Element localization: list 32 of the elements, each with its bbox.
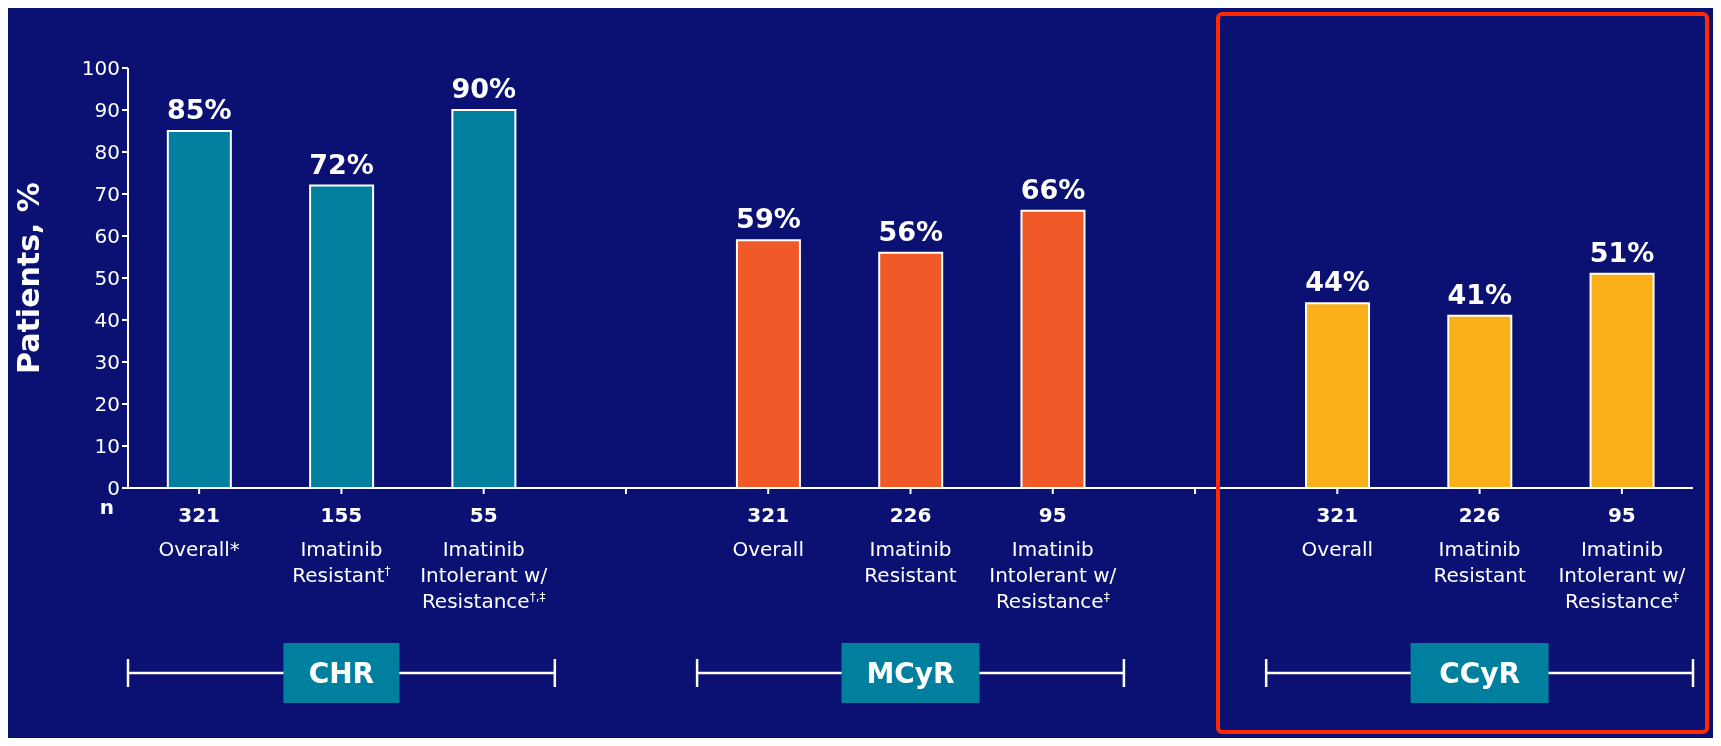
data-label: 44% bbox=[1305, 266, 1370, 298]
y-axis-title: Patients, % bbox=[10, 182, 46, 374]
y-tick-label: 90 bbox=[94, 98, 120, 123]
data-label: 59% bbox=[736, 203, 801, 235]
y-tick-label: 40 bbox=[94, 308, 120, 333]
y-tick-label: 50 bbox=[94, 266, 120, 291]
data-label: 66% bbox=[1020, 173, 1086, 205]
data-label: 56% bbox=[878, 215, 944, 247]
x-tick-label: 155 Imatinib Resistant$^{†}$ bbox=[292, 503, 391, 587]
text: MCyR bbox=[866, 657, 955, 690]
data-label: 41% bbox=[1447, 278, 1513, 310]
x-tick-label: 226 Imatinib Resistant bbox=[1433, 503, 1526, 587]
y-tick-label: 60 bbox=[94, 224, 120, 249]
data-label: 85% bbox=[167, 94, 232, 125]
y-tick-label: 10 bbox=[94, 434, 120, 459]
y-tick-label: 80 bbox=[94, 140, 120, 165]
text: CHR bbox=[308, 657, 375, 690]
text: CCyR bbox=[1439, 657, 1521, 690]
y-tick-label: 20 bbox=[94, 392, 120, 417]
x-tick-label: 321 Overall bbox=[732, 503, 804, 561]
data-label: 90% bbox=[451, 73, 517, 104]
data-label: 72% bbox=[309, 148, 374, 180]
x-tick-label: 95 Imatinib Intolerant w/ Resistance$^{‡}$ bbox=[989, 503, 1117, 613]
y-tick-label: 30 bbox=[94, 350, 120, 375]
y-tick-label: 100 bbox=[81, 56, 120, 81]
x-tick-label: 321 Overall* bbox=[158, 503, 240, 561]
x-tick-label: 95 Imatinib Intolerant w/ Resistance$^{‡}$ bbox=[1558, 503, 1686, 613]
y-tick-label: 70 bbox=[94, 182, 120, 207]
x-tick-label: 55 Imatinib Intolerant w/ Resistance$^{†,‡}$ bbox=[420, 503, 548, 613]
x-tick-label: 226 Imatinib Resistant bbox=[864, 503, 957, 587]
data-label: 51% bbox=[1589, 236, 1655, 268]
x-tick-label: 321 Overall bbox=[1301, 503, 1374, 561]
